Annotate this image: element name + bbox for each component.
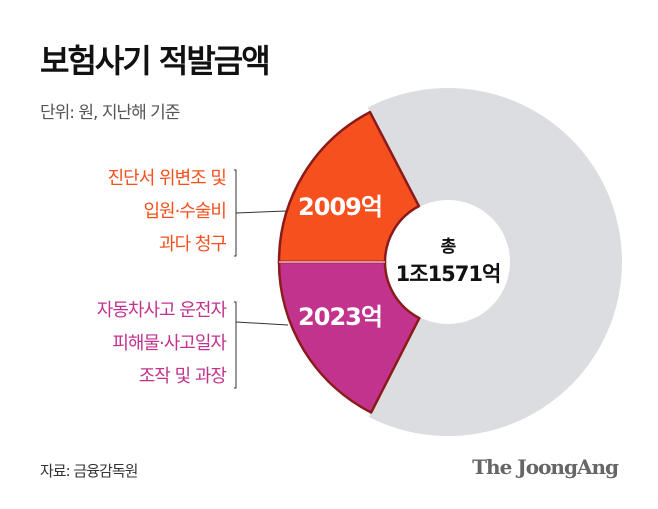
chart-title: 보험사기 적발금액: [40, 42, 271, 80]
label-line: 입원·수술비: [143, 201, 227, 222]
label-line: 자동차사고 운전자: [96, 300, 227, 321]
slice-other: [367, 88, 623, 437]
label-line: 조작 및 과장: [138, 366, 227, 387]
bracket-auto: [234, 301, 237, 389]
center-total-value: 1조1571억: [396, 262, 501, 286]
slice-value-label: 2009억: [298, 193, 382, 221]
leader-auto: [235, 321, 289, 326]
slice-value-label: 2023억: [298, 303, 382, 331]
donut-hole: [387, 201, 509, 323]
unit-note: 단위: 원, 지난해 기준: [40, 103, 180, 123]
bracket-diagnosis: [234, 169, 237, 257]
slice-label-diagnosis: 진단서 위변조 및 입원·수술비 과다 청구: [107, 162, 227, 261]
publisher-logo: The JoongAng: [472, 455, 619, 479]
leader-diagnosis: [235, 210, 287, 214]
slice-label-auto: 자동차사고 운전자 피해물·사고일자 조작 및 과장: [96, 294, 227, 393]
source-note: 자료: 금융감독원: [40, 462, 138, 480]
label-line: 피해물·사고일자: [112, 333, 227, 354]
slice-diagnosis: [277, 110, 421, 264]
label-line: 과다 청구: [159, 234, 227, 255]
label-line: 진단서 위변조 및: [107, 168, 227, 189]
slice-auto: [277, 260, 421, 414]
center-total-label: 총: [441, 237, 457, 257]
